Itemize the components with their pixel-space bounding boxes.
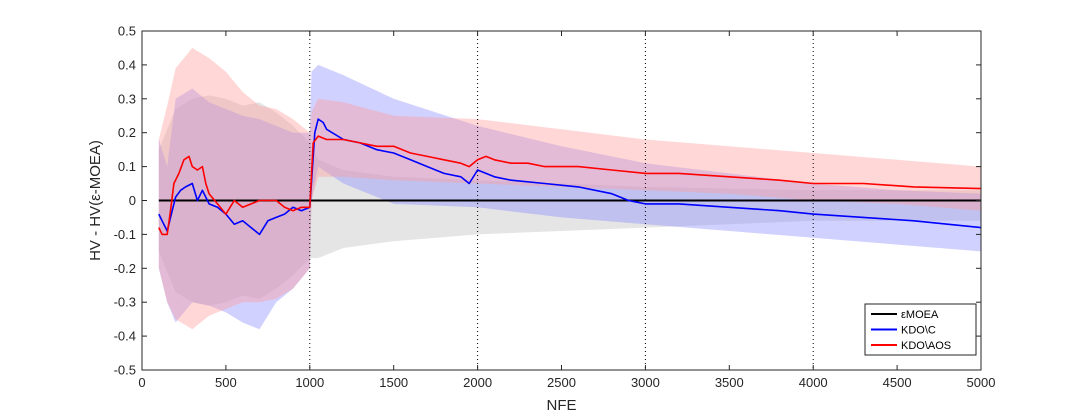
y-tick-label: 0 <box>129 193 136 208</box>
y-tick-label: -0.5 <box>114 363 136 378</box>
legend-entry: KDO\AOS <box>901 340 951 352</box>
x-tick-label: 1500 <box>379 375 408 390</box>
series-line-3 <box>158 135 981 236</box>
y-tick-label: 0.5 <box>118 24 136 39</box>
vertical-dotted-lines <box>309 31 814 370</box>
y-axis-label: HV - HV(ε-MOEA) <box>87 140 104 261</box>
y-tick-label: 0.2 <box>118 125 136 140</box>
x-tick-label: 500 <box>215 375 237 390</box>
x-tick-label: 2000 <box>463 375 492 390</box>
legend-entry: KDO\C <box>901 325 936 337</box>
x-tick-label: 4000 <box>799 375 828 390</box>
x-tick-label: 3000 <box>631 375 660 390</box>
legend-entry: εMOEA <box>901 309 939 321</box>
y-tick-label: -0.2 <box>114 261 136 276</box>
y-tick-label: -0.4 <box>114 329 136 344</box>
legend: εMOEA KDO\C KDO\AOS <box>864 303 977 356</box>
x-tick-label: 1000 <box>295 375 324 390</box>
x-tick-label: 4500 <box>883 375 912 390</box>
series-lines <box>158 118 981 236</box>
y-tick-label: 0.4 <box>118 57 136 72</box>
band-3 <box>158 47 981 330</box>
band-2 <box>158 64 981 330</box>
y-axis-ticks: -0.5 -0.4 -0.3 -0.2 -0.1 0 0.1 0.2 0.3 0.4 0.5 <box>114 24 981 378</box>
x-axis-label: NFE <box>547 397 577 414</box>
legend-box <box>864 303 977 356</box>
x-axis-ticks: 0 500 1000 1500 2000 2500 3000 3500 4000 4500 5000 <box>138 31 995 390</box>
y-tick-label: 0.3 <box>118 91 136 106</box>
x-tick-label: 2500 <box>547 375 576 390</box>
y-tick-label: -0.1 <box>114 227 136 242</box>
y-tick-label: 0.1 <box>118 159 136 174</box>
x-tick-label: 3500 <box>715 375 744 390</box>
y-tick-label: -0.3 <box>114 295 136 310</box>
series-line-2 <box>158 118 981 236</box>
x-tick-label: 0 <box>138 375 145 390</box>
x-tick-label: 5000 <box>967 375 996 390</box>
